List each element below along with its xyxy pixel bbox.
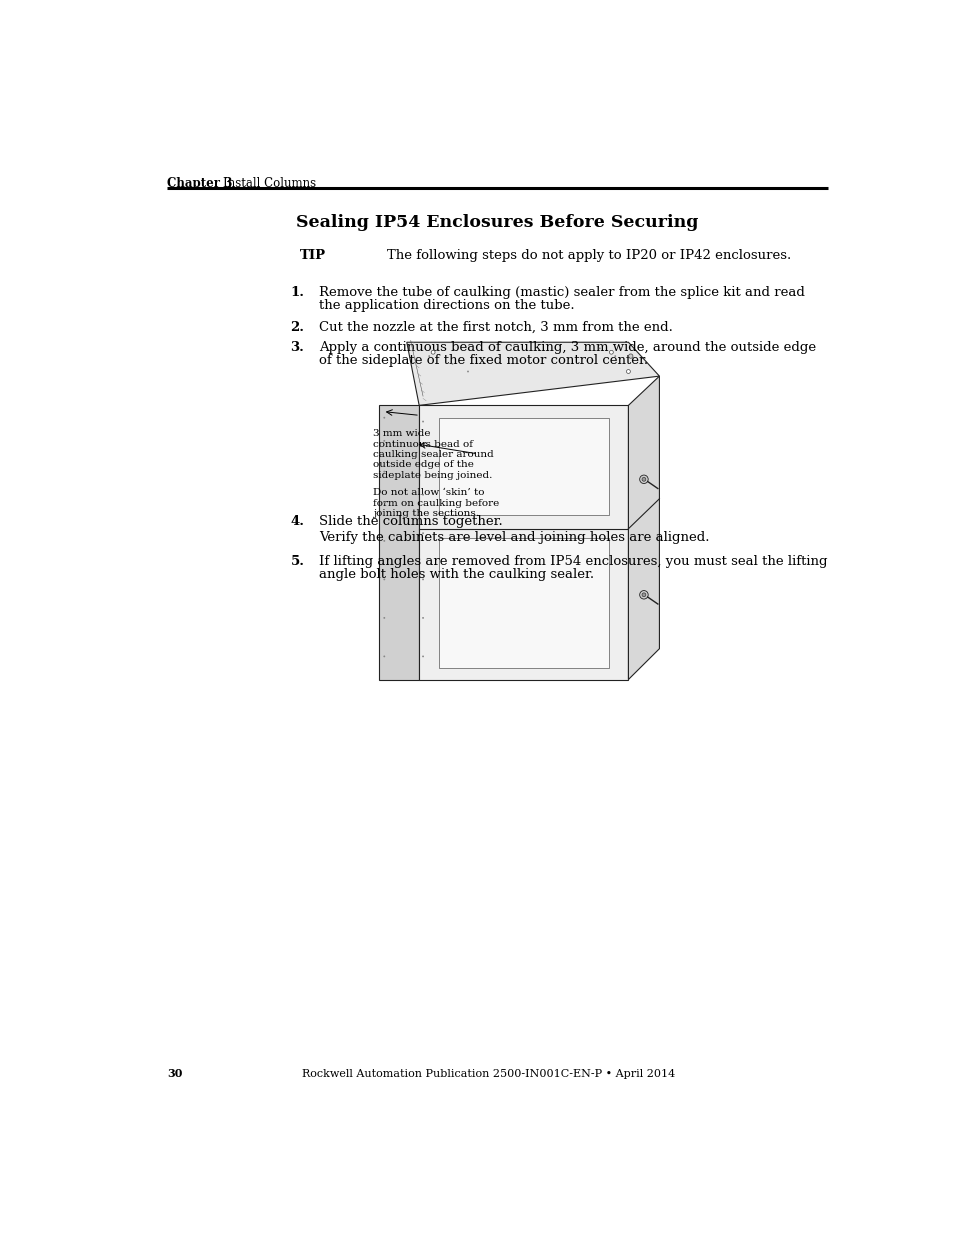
Text: If lifting angles are removed from IP54 enclosures, you must seal the lifting: If lifting angles are removed from IP54 … [319,555,827,568]
Text: Slide the columns together.: Slide the columns together. [319,515,502,529]
Text: sideplate being joined.: sideplate being joined. [373,471,493,480]
Text: TIP: TIP [299,249,326,262]
Text: 2.: 2. [290,321,304,333]
Text: the application directions on the tube.: the application directions on the tube. [319,299,575,311]
Circle shape [628,354,632,358]
Circle shape [383,618,385,619]
Circle shape [626,369,630,373]
Text: joining the sections.: joining the sections. [373,509,479,517]
Polygon shape [418,405,628,679]
Circle shape [467,370,469,373]
Text: Do not allow ‘skin’ to: Do not allow ‘skin’ to [373,488,484,498]
Circle shape [431,351,435,354]
Text: Remove the tube of caulking (mastic) sealer from the splice kit and read: Remove the tube of caulking (mastic) sea… [319,287,804,299]
Text: 5.: 5. [290,555,304,568]
Circle shape [383,471,385,473]
Circle shape [421,532,423,534]
Text: continuous bead of: continuous bead of [373,440,473,448]
Circle shape [598,347,600,350]
Circle shape [421,452,423,453]
FancyBboxPatch shape [438,419,608,515]
Circle shape [383,540,385,542]
FancyBboxPatch shape [438,537,608,668]
Polygon shape [406,342,659,405]
Text: angle bolt holes with the caulking sealer.: angle bolt holes with the caulking seale… [319,568,594,580]
Text: Apply a continuous bead of caulking, 3 mm wide, around the outside edge: Apply a continuous bead of caulking, 3 m… [319,341,816,354]
Circle shape [421,494,423,495]
Circle shape [428,356,430,357]
Text: Sealing IP54 Enclosures Before Securing: Sealing IP54 Enclosures Before Securing [295,214,698,231]
Circle shape [614,356,616,357]
Polygon shape [378,405,418,679]
Text: 3.: 3. [291,341,304,354]
Text: Verify the cabinets are level and joining holes are aligned.: Verify the cabinets are level and joinin… [319,531,709,545]
Text: 30: 30 [167,1068,182,1079]
Circle shape [383,501,385,504]
Circle shape [383,440,385,442]
Text: outside edge of the: outside edge of the [373,461,474,469]
Circle shape [383,656,385,657]
Circle shape [641,478,645,482]
Circle shape [451,363,453,364]
Text: 4.: 4. [290,515,304,529]
Text: caulking sealer around: caulking sealer around [373,450,494,459]
Text: 1.: 1. [290,287,304,299]
Circle shape [421,578,423,580]
Text: of the sideplate of the fixed motor control center.: of the sideplate of the fixed motor cont… [319,353,648,367]
Text: The following steps do not apply to IP20 or IP42 enclosures.: The following steps do not apply to IP20… [387,249,791,262]
Circle shape [421,656,423,657]
Text: Chapter 3: Chapter 3 [167,177,233,190]
Text: Rockwell Automation Publication 2500-IN001C-EN-P • April 2014: Rockwell Automation Publication 2500-IN0… [302,1070,675,1079]
Circle shape [639,590,647,599]
Text: 3 mm wide: 3 mm wide [373,430,431,438]
Circle shape [383,416,385,419]
Circle shape [421,421,423,422]
Text: Install Columns: Install Columns [223,177,315,190]
Polygon shape [628,377,659,679]
Text: Cut the nozzle at the first notch, 3 mm from the end.: Cut the nozzle at the first notch, 3 mm … [319,321,673,333]
Circle shape [383,578,385,580]
Circle shape [639,475,647,484]
Circle shape [609,351,613,354]
Circle shape [641,593,645,597]
Circle shape [421,618,423,619]
Text: form on caulking before: form on caulking before [373,499,499,508]
